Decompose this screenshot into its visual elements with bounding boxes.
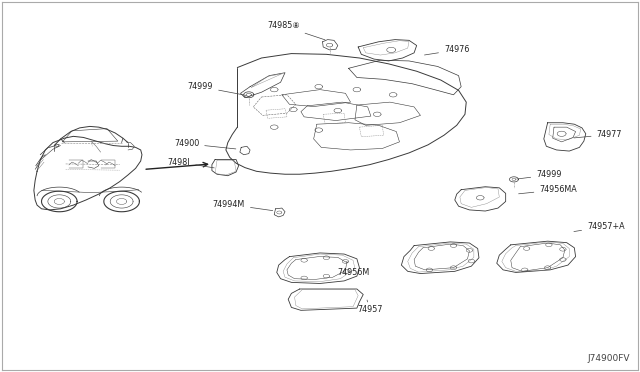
Text: 74985⑧: 74985⑧ — [267, 22, 325, 40]
Text: 74977: 74977 — [574, 130, 622, 139]
Text: 7498I: 7498I — [168, 158, 214, 168]
Text: 74994M: 74994M — [212, 200, 273, 211]
Text: 74999: 74999 — [188, 82, 246, 95]
Text: J74900FV: J74900FV — [588, 354, 630, 363]
Text: 74900: 74900 — [174, 139, 236, 149]
Text: 74976: 74976 — [424, 45, 469, 55]
Text: 74957: 74957 — [357, 300, 382, 314]
Text: 74999: 74999 — [516, 170, 562, 179]
Text: 74956MA: 74956MA — [518, 185, 577, 194]
Text: 74957+A: 74957+A — [574, 222, 625, 231]
Text: 74956M: 74956M — [338, 262, 370, 277]
